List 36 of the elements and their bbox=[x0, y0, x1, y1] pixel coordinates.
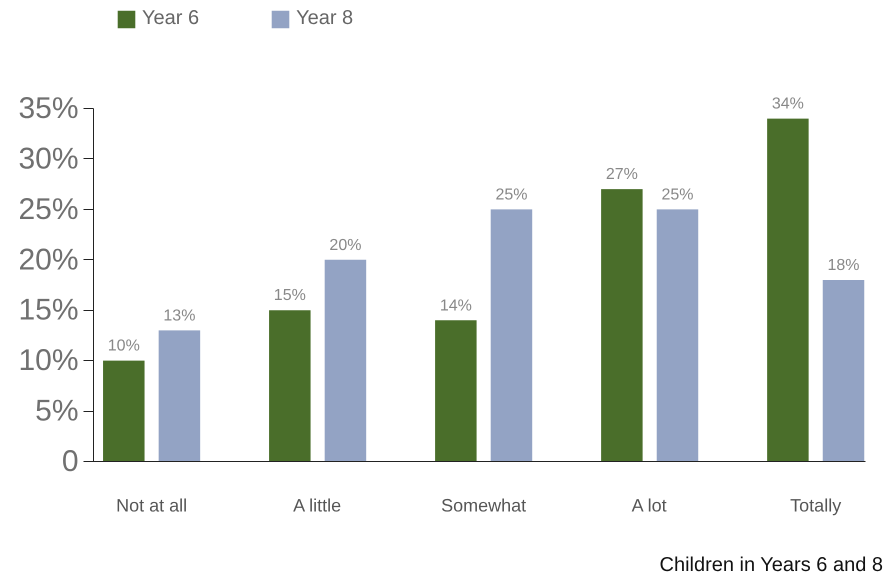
y-tick-label: 25% bbox=[18, 192, 79, 226]
bar bbox=[767, 118, 809, 462]
bar bbox=[158, 330, 200, 462]
legend-label: Year 8 bbox=[296, 7, 354, 30]
data-label: 15% bbox=[274, 287, 306, 304]
bar bbox=[103, 360, 145, 462]
legend-label: Year 6 bbox=[142, 7, 200, 30]
data-label: 13% bbox=[163, 307, 196, 324]
bar bbox=[490, 209, 532, 462]
bar bbox=[822, 280, 864, 462]
x-tick-label: Totally bbox=[790, 496, 842, 516]
y-tick-label: 5% bbox=[35, 394, 78, 428]
data-label: 18% bbox=[827, 256, 860, 274]
x-tick-label: Not at all bbox=[116, 496, 188, 516]
y-tick-label: 30% bbox=[18, 142, 79, 176]
y-tick-label: 15% bbox=[18, 294, 79, 327]
bar bbox=[601, 189, 643, 462]
data-label: 25% bbox=[495, 186, 528, 204]
y-tick-label: 35% bbox=[18, 92, 79, 125]
bar bbox=[269, 310, 311, 462]
y-tick-label: 0 bbox=[62, 445, 79, 478]
data-label: 25% bbox=[661, 186, 694, 204]
bar bbox=[435, 320, 477, 462]
y-tick-label: 20% bbox=[18, 243, 79, 276]
data-label: 20% bbox=[329, 236, 362, 254]
data-label: 10% bbox=[108, 338, 140, 355]
data-label: 34% bbox=[772, 96, 804, 113]
x-tick-label: A lot bbox=[632, 496, 667, 516]
text: Children in Years 6 and 8 bbox=[660, 553, 883, 576]
y-tick-label: 10% bbox=[18, 344, 79, 378]
x-tick-label: Somewhat bbox=[441, 496, 526, 516]
bar bbox=[324, 260, 366, 462]
data-label: 14% bbox=[440, 297, 472, 314]
x-tick-label: A little bbox=[293, 496, 342, 516]
bar bbox=[656, 209, 698, 462]
data-label: 27% bbox=[606, 166, 638, 184]
